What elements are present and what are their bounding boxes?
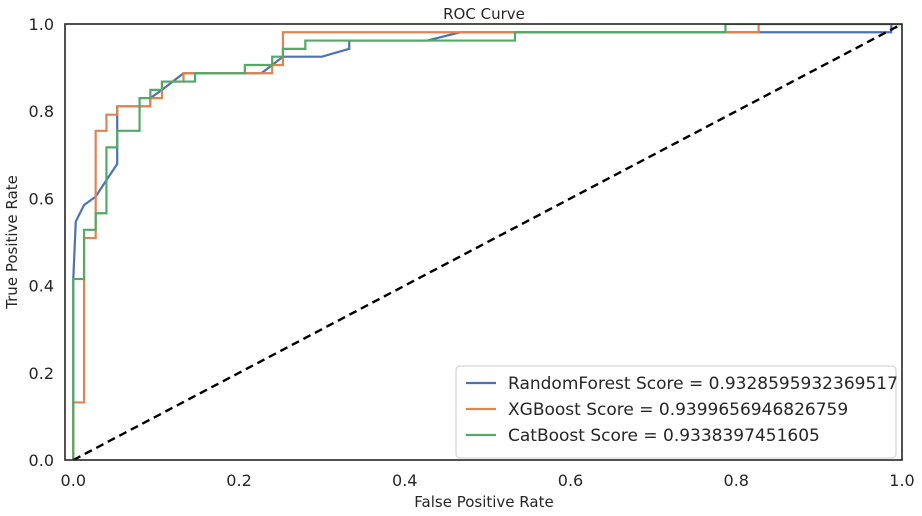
x-tick-label: 1.0 xyxy=(889,471,914,490)
legend-label: CatBoost Score = 0.9338397451605 xyxy=(508,426,820,446)
plot-area xyxy=(72,24,902,460)
x-tick-label: 0.4 xyxy=(392,471,417,490)
x-axis-ticks: 0.0 0.2 0.4 0.6 0.8 1.0 xyxy=(61,471,915,490)
x-axis-label: False Positive Rate xyxy=(414,493,553,511)
chart-title: ROC Curve xyxy=(443,5,525,23)
y-axis-label: True Positive Rate xyxy=(3,175,21,310)
y-tick-label: 0.2 xyxy=(29,364,54,383)
y-tick-label: 0.4 xyxy=(29,277,54,296)
legend-label: XGBoost Score = 0.9399656946826759 xyxy=(508,400,848,420)
plot-frame xyxy=(64,23,903,461)
legend-label: RandomForest Score = 0.9328595932369517 xyxy=(508,374,898,394)
x-tick-label: 0.0 xyxy=(61,471,86,490)
legend-box xyxy=(455,365,897,459)
x-tick-label: 0.8 xyxy=(724,471,749,490)
y-axis-ticks: 0.0 0.2 0.4 0.6 0.8 1.0 xyxy=(29,15,54,470)
legend: RandomForest Score = 0.9328595932369517 X… xyxy=(455,365,898,459)
y-tick-label: 0.0 xyxy=(29,451,54,470)
x-tick-label: 0.2 xyxy=(226,471,251,490)
series-line-2 xyxy=(72,24,902,460)
y-tick-label: 0.6 xyxy=(29,189,54,208)
y-tick-label: 0.8 xyxy=(29,102,54,121)
chance-diagonal-line xyxy=(72,24,902,460)
y-tick-label: 1.0 xyxy=(29,15,54,34)
x-tick-label: 0.6 xyxy=(558,471,583,490)
